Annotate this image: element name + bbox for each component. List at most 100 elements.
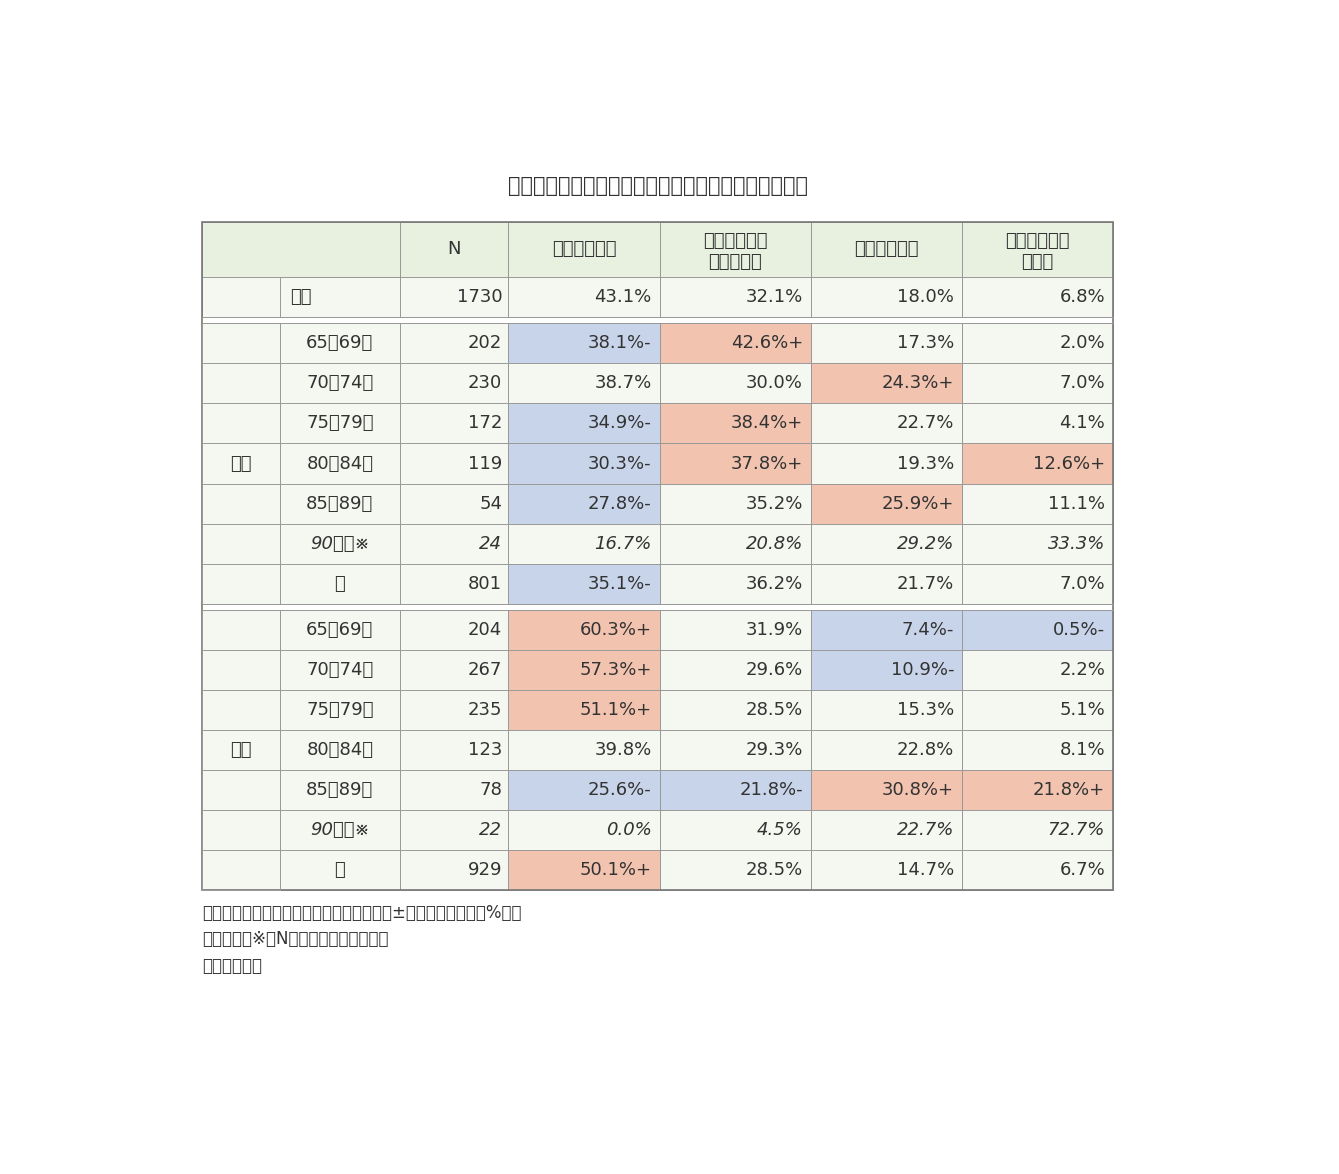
Bar (202, 609, 280, 650)
Bar (400, 277, 509, 317)
Bar (509, 650, 660, 690)
Bar (509, 323, 660, 364)
Bar (660, 323, 810, 364)
Bar (660, 222, 810, 277)
Bar (509, 404, 660, 444)
Text: 22: 22 (479, 821, 502, 839)
Bar (509, 564, 660, 603)
Text: 11.1%: 11.1% (1048, 494, 1105, 513)
Bar (660, 444, 810, 484)
Text: 7.0%: 7.0% (1059, 375, 1105, 392)
Text: 90歳〜※: 90歳〜※ (311, 821, 370, 839)
Bar (400, 730, 509, 770)
Bar (400, 222, 509, 277)
Bar (400, 609, 509, 650)
Bar (202, 444, 1113, 484)
Text: 差し支え無し: 差し支え無し (552, 241, 616, 258)
Bar (810, 277, 961, 317)
Text: 60.3%+: 60.3%+ (580, 621, 652, 639)
Bar (810, 323, 961, 364)
Bar (660, 609, 810, 650)
Text: 25.6%-: 25.6%- (588, 781, 652, 799)
Text: 18.0%: 18.0% (897, 288, 953, 306)
Bar (509, 609, 660, 650)
Text: 4.5%: 4.5% (757, 821, 803, 839)
Bar (509, 770, 660, 810)
Bar (202, 564, 280, 603)
Bar (280, 444, 400, 484)
Bar (810, 650, 961, 690)
Text: 33.3%: 33.3% (1047, 534, 1105, 553)
Bar (400, 770, 509, 810)
Text: 6.8%: 6.8% (1059, 288, 1105, 306)
Bar (810, 730, 961, 770)
Text: 25.9%+: 25.9%+ (881, 494, 953, 513)
Text: 35.2%: 35.2% (746, 494, 803, 513)
Text: 204: 204 (467, 621, 502, 639)
Bar (660, 690, 810, 730)
Text: 65〜69歳: 65〜69歳 (307, 335, 374, 352)
Text: 29.6%: 29.6% (746, 661, 803, 679)
Text: 801: 801 (469, 574, 502, 593)
Bar (202, 323, 1113, 364)
Bar (660, 770, 810, 810)
Text: 929: 929 (467, 861, 502, 879)
Bar (961, 730, 1113, 770)
Bar (660, 524, 810, 564)
Bar (961, 364, 1113, 404)
Bar (961, 323, 1113, 364)
Text: 32.1%: 32.1% (746, 288, 803, 306)
Text: 65〜69歳: 65〜69歳 (307, 621, 374, 639)
Text: 43.1%: 43.1% (595, 288, 652, 306)
Text: 27.8%-: 27.8%- (588, 494, 652, 513)
Bar (660, 850, 810, 890)
Bar (202, 850, 1113, 890)
Text: 31.9%: 31.9% (746, 621, 803, 639)
Bar (280, 277, 400, 317)
Text: 37.8%+: 37.8%+ (731, 454, 803, 472)
Bar (202, 770, 280, 810)
Bar (509, 323, 660, 364)
Bar (202, 650, 280, 690)
Text: 36.2%: 36.2% (746, 574, 803, 593)
Bar (202, 603, 1113, 609)
Bar (400, 564, 509, 603)
Text: 24: 24 (479, 534, 502, 553)
Bar (202, 277, 400, 317)
Bar (509, 690, 660, 730)
Text: えあり: えあり (1022, 252, 1054, 271)
Bar (202, 770, 1113, 810)
Text: 29.2%: 29.2% (897, 534, 953, 553)
Bar (280, 323, 400, 364)
Bar (280, 524, 400, 564)
Bar (400, 810, 509, 850)
Bar (202, 277, 1113, 317)
Text: 計: 計 (335, 574, 345, 593)
Text: 19.3%: 19.3% (897, 454, 953, 472)
Bar (509, 730, 660, 770)
Bar (810, 364, 961, 404)
Text: 全体: 全体 (291, 288, 312, 306)
Text: 51.1%+: 51.1%+ (580, 701, 652, 718)
Bar (810, 364, 961, 404)
Text: 24.3%+: 24.3%+ (881, 375, 953, 392)
Text: 20.8%: 20.8% (746, 534, 803, 553)
Text: （備考２）※はNが小さいため参考値。: （備考２）※はNが小さいため参考値。 (202, 930, 388, 949)
Text: 12.6%+: 12.6%+ (1032, 454, 1105, 472)
Text: 39.8%: 39.8% (595, 741, 652, 758)
Text: 70〜74歳: 70〜74歳 (307, 375, 374, 392)
Bar (509, 277, 660, 317)
Bar (961, 564, 1113, 603)
Text: 267: 267 (467, 661, 502, 679)
Bar (660, 770, 810, 810)
Text: 230: 230 (467, 375, 502, 392)
Text: 38.7%: 38.7% (595, 375, 652, 392)
Bar (509, 810, 660, 850)
Bar (810, 484, 961, 524)
Bar (400, 484, 509, 524)
Bar (280, 770, 400, 810)
Bar (202, 850, 280, 890)
Bar (202, 222, 400, 277)
Text: 30.3%-: 30.3%- (588, 454, 652, 472)
Bar (280, 564, 400, 603)
